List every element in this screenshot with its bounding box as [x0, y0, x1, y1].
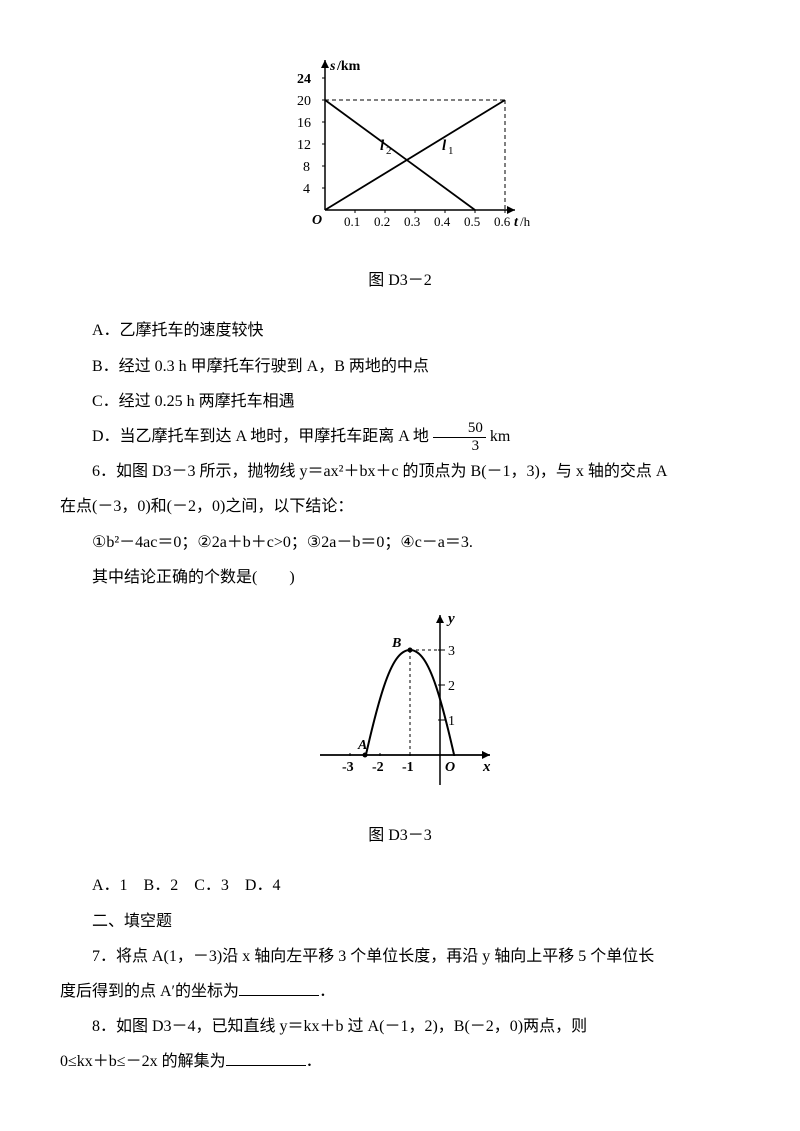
svg-text:20: 20 [297, 94, 311, 109]
option-d-post: km [490, 428, 510, 445]
svg-text:2: 2 [448, 679, 455, 694]
q8-line2: 0≤kx＋b≤－2x 的解集为 ． [60, 1044, 740, 1079]
svg-text:-1: -1 [402, 760, 414, 775]
svg-text:0.3: 0.3 [404, 214, 420, 229]
q7-line1: 7．将点 A(1，－3)沿 x 轴向左平移 3 个单位长度，再沿 y 轴向上平移… [60, 939, 740, 974]
blank-q7 [239, 979, 319, 996]
fig2-caption: 图 D3－3 [60, 818, 740, 853]
svg-text:3: 3 [448, 644, 455, 659]
figure-d3-2: 4 8 12 16 20 24 0.1 0.2 0.3 0.4 0.5 0.6 … [60, 50, 740, 253]
svg-text:0.4: 0.4 [434, 214, 451, 229]
svg-text:l: l [380, 138, 385, 154]
q8-line1: 8．如图 D3－4，已知直线 y＝kx＋b 过 A(－1，2)，B(－2，0)两… [60, 1009, 740, 1044]
svg-text:/h: /h [520, 214, 530, 229]
svg-text:-2: -2 [372, 760, 384, 775]
blank-q8 [226, 1049, 306, 1066]
q7-line2: 度后得到的点 A′的坐标为 ． [60, 974, 740, 1009]
q6-line3: ①b²－4ac＝0；②2a＋b＋c>0；③2a－b＝0；④c－a＝3. [60, 525, 740, 560]
svg-text:24: 24 [297, 72, 311, 87]
svg-text:/km: /km [336, 59, 361, 74]
svg-text:O: O [312, 213, 322, 228]
svg-text:2: 2 [386, 145, 392, 157]
svg-text:8: 8 [303, 160, 310, 175]
q8-period: ． [306, 1053, 322, 1070]
svg-text:0.2: 0.2 [374, 214, 390, 229]
chart-d3-3: -3 -2 -1 1 2 3 O x y -3 -2 -1 O x A B [300, 605, 500, 795]
svg-text:4: 4 [303, 182, 310, 197]
q7-period: ． [319, 983, 335, 1000]
svg-text:1: 1 [448, 714, 455, 729]
q6-line1: 6．如图 D3－3 所示，抛物线 y＝ax²＋bx＋c 的顶点为 B(－1，3)… [60, 454, 740, 489]
svg-text:12: 12 [297, 138, 311, 153]
svg-text:0.6: 0.6 [494, 214, 511, 229]
fig1-caption: 图 D3－2 [60, 263, 740, 298]
q6-options: A．1 B．2 C．3 D．4 [60, 868, 740, 903]
chart-d3-2: 4 8 12 16 20 24 0.1 0.2 0.3 0.4 0.5 0.6 … [270, 50, 530, 240]
svg-text:0.1: 0.1 [344, 214, 360, 229]
svg-text:0.5: 0.5 [464, 214, 480, 229]
option-d: D．当乙摩托车到达 A 地时，甲摩托车距离 A 地 503 km [60, 419, 740, 454]
svg-text:1: 1 [448, 145, 454, 157]
fraction-50-3: 503 [433, 420, 486, 454]
option-d-pre: D．当乙摩托车到达 A 地时，甲摩托车距离 A 地 [92, 428, 429, 445]
section-2-title: 二、填空题 [60, 904, 740, 939]
figure-d3-3: -3 -2 -1 1 2 3 O x y -3 -2 -1 O x A B [60, 605, 740, 808]
q7-text: 度后得到的点 A′的坐标为 [60, 983, 239, 1000]
option-b: B．经过 0.3 h 甲摩托车行驶到 A，B 两地的中点 [60, 349, 740, 384]
svg-text:B: B [391, 636, 401, 651]
svg-text:s: s [329, 59, 336, 74]
q6-line2: 在点(－3，0)和(－2，0)之间，以下结论： [60, 489, 740, 524]
q6-line4: 其中结论正确的个数是( ) [60, 560, 740, 595]
svg-text:16: 16 [297, 116, 311, 131]
svg-text:l: l [442, 138, 447, 154]
svg-text:y: y [446, 611, 455, 627]
svg-text:x: x [482, 759, 491, 775]
svg-text:O: O [445, 760, 455, 775]
svg-text:t: t [514, 215, 519, 230]
option-a: A．乙摩托车的速度较快 [60, 313, 740, 348]
option-c: C．经过 0.25 h 两摩托车相遇 [60, 384, 740, 419]
q8-text: 0≤kx＋b≤－2x 的解集为 [60, 1053, 226, 1070]
svg-text:-3: -3 [342, 760, 354, 775]
svg-text:A: A [357, 738, 367, 753]
